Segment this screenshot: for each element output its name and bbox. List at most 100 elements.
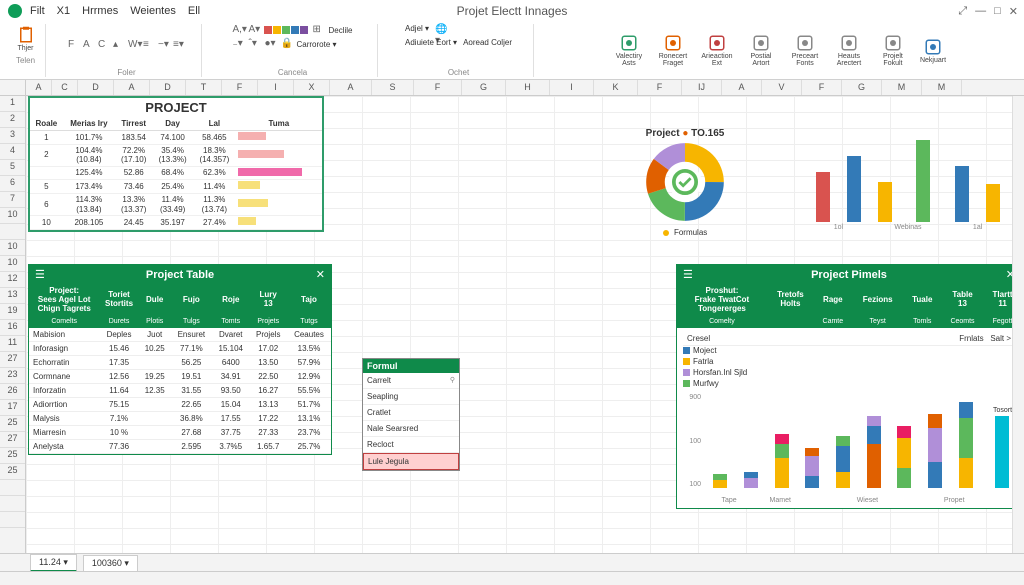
font-icon[interactable]: F — [68, 39, 80, 51]
row-header[interactable]: 26 — [0, 384, 25, 400]
row-header[interactable]: 25 — [0, 448, 25, 464]
column-header[interactable]: T — [186, 80, 222, 95]
color-swatch[interactable] — [291, 26, 299, 34]
dropdown-item[interactable]: Nale Searsred — [363, 421, 459, 437]
dropdown-item[interactable]: Cratlet — [363, 405, 459, 421]
up-icon[interactable]: ▴ — [113, 39, 125, 51]
window-control-icon[interactable]: ✕ — [1009, 5, 1018, 18]
column-header[interactable]: F — [638, 80, 682, 95]
row-header[interactable]: 16 — [0, 320, 25, 336]
column-header[interactable]: I — [550, 80, 594, 95]
fx-icon[interactable]: 🌐▾ — [435, 24, 447, 36]
column-header[interactable]: I — [258, 80, 294, 95]
row-header[interactable]: 27 — [0, 432, 25, 448]
column-header[interactable]: F — [414, 80, 462, 95]
window-control-icon[interactable]: □ — [994, 5, 1001, 17]
window-control-icon[interactable]: — — [975, 5, 986, 17]
row-header[interactable]: 4 — [0, 144, 25, 160]
menu-item[interactable]: X1 — [57, 5, 70, 17]
menu-item[interactable]: Ell — [188, 5, 200, 17]
vertical-scrollbar[interactable] — [1012, 96, 1024, 553]
align-icon[interactable]: ≡ — [143, 39, 155, 51]
dropdown-item[interactable]: Carrelt⚲ — [363, 373, 459, 389]
dropdown-item[interactable]: Recloct — [363, 437, 459, 453]
column-header[interactable]: C — [52, 80, 78, 95]
color-swatch[interactable] — [273, 26, 281, 34]
column-header[interactable]: F — [802, 80, 842, 95]
lock-icon[interactable]: 🔒 — [280, 38, 292, 50]
dropdown-item[interactable]: Seapling — [363, 389, 459, 405]
row-header[interactable]: 10 — [0, 256, 25, 272]
column-header[interactable]: S — [372, 80, 414, 95]
salt-link[interactable]: Salt > — [990, 334, 1011, 343]
c-icon[interactable]: C — [98, 39, 110, 51]
ribbon-button[interactable]: Heauts Arectert — [830, 32, 868, 69]
a-icon[interactable]: A,▾ — [232, 24, 244, 36]
indent-icon[interactable]: ≡▾ — [173, 39, 185, 51]
column-header[interactable]: V — [762, 80, 802, 95]
row-header[interactable]: 25 — [0, 416, 25, 432]
hamburger-icon[interactable]: ☰ — [683, 268, 693, 281]
row-header[interactable] — [0, 224, 25, 240]
row-header[interactable]: 25 — [0, 464, 25, 480]
menu-item[interactable]: Weientes — [130, 5, 176, 17]
color-swatches[interactable] — [264, 26, 308, 34]
dash-icon[interactable]: −▾ — [158, 39, 170, 51]
column-header[interactable]: M — [882, 80, 922, 95]
ribbon-button[interactable]: Preceart Fonts — [786, 32, 824, 69]
column-header[interactable]: IJ — [682, 80, 722, 95]
column-header[interactable]: A — [722, 80, 762, 95]
color-swatch[interactable] — [264, 26, 272, 34]
row-header[interactable]: 17 — [0, 400, 25, 416]
sup-icon[interactable]: ˆ▾ — [248, 38, 260, 50]
column-header[interactable]: D — [150, 80, 186, 95]
row-header[interactable]: 3 — [0, 128, 25, 144]
color-swatch[interactable] — [300, 26, 308, 34]
ribbon-button[interactable]: Projelt Fokult — [874, 32, 912, 69]
column-header[interactable]: A — [330, 80, 372, 95]
a2-icon[interactable]: A▾ — [248, 24, 260, 36]
column-header[interactable]: G — [462, 80, 506, 95]
hamburger-icon[interactable]: ☰ — [35, 268, 45, 281]
row-header[interactable] — [0, 512, 25, 528]
w-icon[interactable]: W▾ — [128, 39, 140, 51]
sheet-tab[interactable]: 100360 ▾ — [83, 555, 138, 571]
window-control-icon[interactable]: ⤢ — [958, 5, 967, 18]
thjer-button[interactable]: Thjer — [15, 24, 37, 54]
row-header[interactable]: 5 — [0, 160, 25, 176]
row-header[interactable]: 12 — [0, 272, 25, 288]
column-header[interactable]: D — [78, 80, 114, 95]
row-header[interactable]: 7 — [0, 192, 25, 208]
column-header[interactable]: F — [222, 80, 258, 95]
row-header[interactable]: 10 — [0, 208, 25, 224]
row-header[interactable] — [0, 496, 25, 512]
ribbon-button[interactable]: Ronecert Fraget — [654, 32, 692, 69]
dropdown-item[interactable]: Lule Jegula — [363, 453, 459, 470]
row-header[interactable]: 10 — [0, 240, 25, 256]
color-swatch[interactable] — [282, 26, 290, 34]
row-header[interactable]: 19 — [0, 304, 25, 320]
sub-icon[interactable]: ₋▾ — [232, 38, 244, 50]
row-header[interactable]: 27 — [0, 352, 25, 368]
ribbon-button[interactable]: Nekjuart — [918, 36, 948, 66]
ribbon-button[interactable]: Postial Artort — [742, 32, 780, 69]
row-header[interactable] — [0, 480, 25, 496]
grid-icon[interactable]: ⊞ — [312, 24, 324, 36]
row-header[interactable]: 2 — [0, 112, 25, 128]
column-header[interactable]: K — [594, 80, 638, 95]
adiuiete-button[interactable]: Adiuiete Eort ▾ — [405, 38, 457, 47]
select-all-corner[interactable] — [0, 80, 26, 95]
row-header[interactable]: 23 — [0, 368, 25, 384]
close-icon[interactable]: ✕ — [316, 268, 325, 281]
column-header[interactable]: A — [26, 80, 52, 95]
row-header[interactable]: 6 — [0, 176, 25, 192]
column-header[interactable]: M — [922, 80, 962, 95]
cells-area[interactable]: PROJECT RoaleMerias IryTirrestDayLalTuma… — [26, 96, 1024, 554]
column-header[interactable]: H — [506, 80, 550, 95]
dot-icon[interactable]: ●▾ — [264, 38, 276, 50]
aoread-button[interactable]: Aoread Coljer — [463, 38, 512, 47]
column-header[interactable]: G — [842, 80, 882, 95]
ribbon-button[interactable]: Valectiry Asts — [610, 32, 648, 69]
menu-item[interactable]: Hrrmes — [82, 5, 118, 17]
ribbon-button[interactable]: Arieaction Ext — [698, 32, 736, 69]
